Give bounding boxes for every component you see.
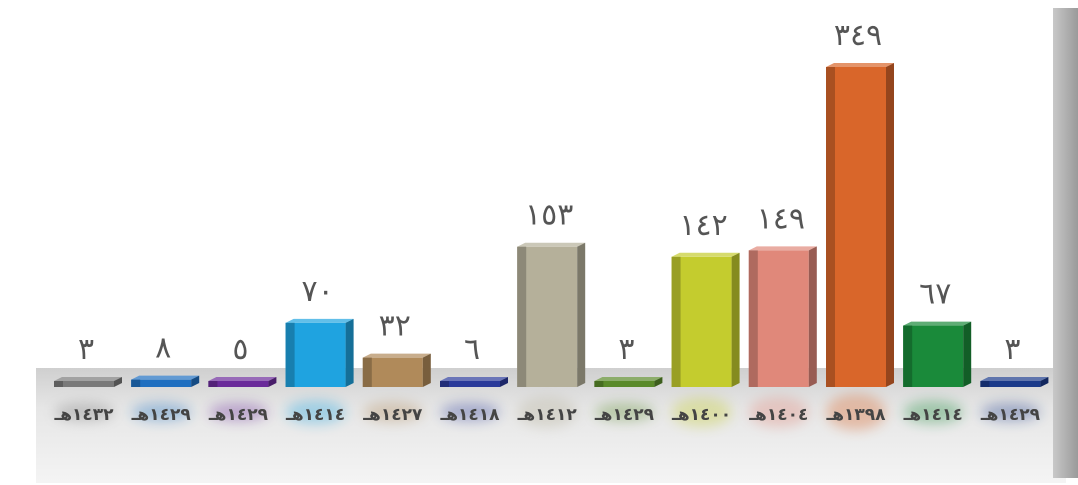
bar-reflection (131, 402, 192, 422)
bar (980, 377, 1049, 387)
bar-value-label: ٣ (618, 332, 634, 367)
bar (517, 242, 586, 387)
bar-reflection (517, 396, 578, 428)
x-tick-label: ١٤٢٩هـ (208, 405, 269, 425)
bar (285, 318, 354, 387)
x-tick-label: ١٤٢٩هـ (131, 405, 192, 425)
bar (131, 375, 200, 387)
x-tick-label: ١٤١٤هـ (903, 405, 963, 425)
x-tick-label: ١٣٩٨هـ (825, 405, 886, 425)
bar-reflections (54, 393, 1041, 431)
x-tick-label: ١٤٠٠هـ (671, 405, 731, 425)
bar-reflection (980, 402, 1041, 422)
chart-side-wall (1053, 8, 1078, 478)
bar-reflection (671, 397, 732, 427)
bar-reflection (748, 396, 809, 428)
bar-reflection (826, 393, 886, 431)
bar (748, 246, 817, 387)
bar (903, 321, 972, 387)
x-tick-label: ١٤١٤هـ (285, 405, 345, 425)
bar (671, 252, 740, 387)
value-labels-group: ٣ ٨ ٥ ٧٠ ٣٢ ٦ ١٥٣ ٣ ١٤٢ ١٤٩ ٣٤٩ ٦٧ ٣ (78, 18, 1021, 367)
bar-value-label: ٦٧ (919, 277, 951, 312)
x-tick-label: ١٤١٢هـ (517, 405, 578, 425)
bar-reflection (440, 402, 500, 422)
bar (594, 377, 663, 387)
x-tick-label: ١٤٣٢هـ (53, 405, 114, 425)
bar-value-label: ٣٤٩ (834, 18, 882, 53)
bar-reflection (285, 400, 346, 424)
bar-value-label: ٥ (232, 332, 248, 367)
bar-reflection (208, 402, 269, 422)
x-tick-label: ١٤١٨هـ (439, 405, 500, 425)
bar-value-label: ٣ (1004, 332, 1020, 367)
x-tick-label: ١٤٢٩هـ (980, 405, 1041, 425)
bar-value-label: ١٤٩ (757, 201, 805, 236)
x-tick-label: ١٤٢٩هـ (594, 405, 655, 425)
bar (54, 377, 122, 387)
bar-reflection (54, 402, 114, 422)
bar-reflection (903, 400, 964, 424)
tick-labels-group: ١٤٣٢هـ ١٤٢٩هـ ١٤٢٩هـ ١٤١٤هـ ١٤٢٧هـ ١٤١٨هـ ١٤١٢… (53, 405, 1040, 425)
bar-value-label: ١٥٣ (525, 198, 573, 233)
bar-value-label: ١٤٢ (679, 208, 727, 243)
bar (826, 63, 894, 387)
bar (440, 377, 508, 387)
bars-group (54, 63, 1049, 387)
bar-value-label: ٣ (78, 332, 94, 367)
bar-value-label: ٦ (464, 332, 480, 367)
bar (362, 353, 431, 387)
bar-value-label: ٧٠ (301, 274, 333, 309)
bar-value-label: ٣٢ (379, 309, 411, 344)
x-tick-label: ١٤٢٧هـ (362, 405, 423, 425)
bar (208, 377, 277, 387)
x-tick-label: ١٤٠٤هـ (748, 405, 808, 425)
bar-value-label: ٨ (155, 331, 171, 366)
bar-reflection (362, 401, 423, 423)
bar-reflection (594, 402, 655, 422)
